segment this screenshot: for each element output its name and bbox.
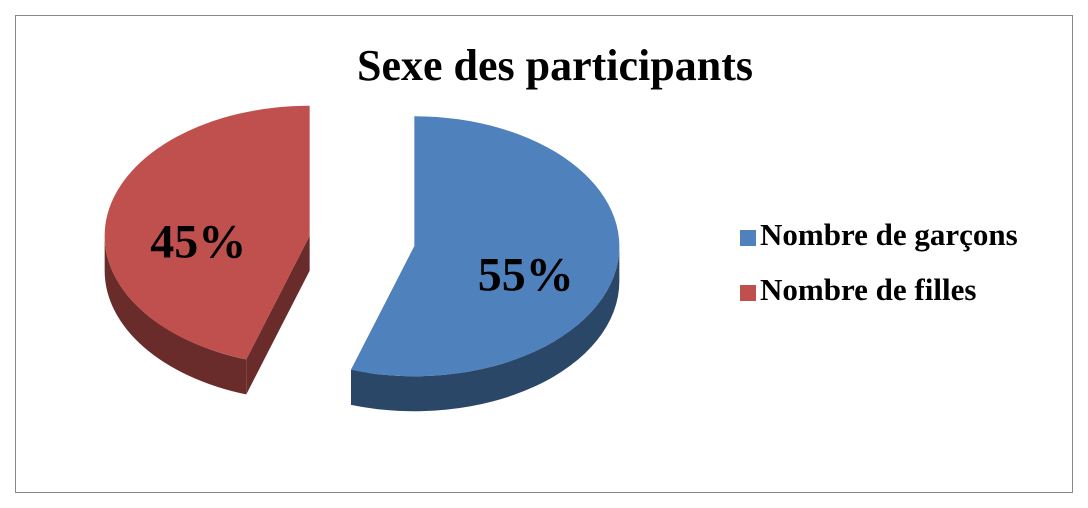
slice-cut-face bbox=[246, 235, 310, 395]
slice-side bbox=[104, 235, 247, 395]
slice bbox=[350, 116, 620, 377]
legend-swatch bbox=[740, 285, 756, 301]
data-label: 55% bbox=[478, 248, 574, 301]
legend-swatch bbox=[740, 230, 756, 246]
data-label: 45% bbox=[150, 216, 246, 269]
chart-title: Sexe des participants bbox=[357, 41, 753, 90]
legend: Nombre de garçons Nombre de filles bbox=[740, 217, 1018, 307]
slice bbox=[104, 105, 310, 360]
legend-label: Nombre de garçons bbox=[760, 217, 1018, 252]
slice-side bbox=[350, 246, 620, 412]
legend-label: Nombre de filles bbox=[760, 272, 976, 307]
pie-labels: 55% 45% bbox=[150, 216, 573, 302]
pie-tops bbox=[104, 105, 620, 377]
